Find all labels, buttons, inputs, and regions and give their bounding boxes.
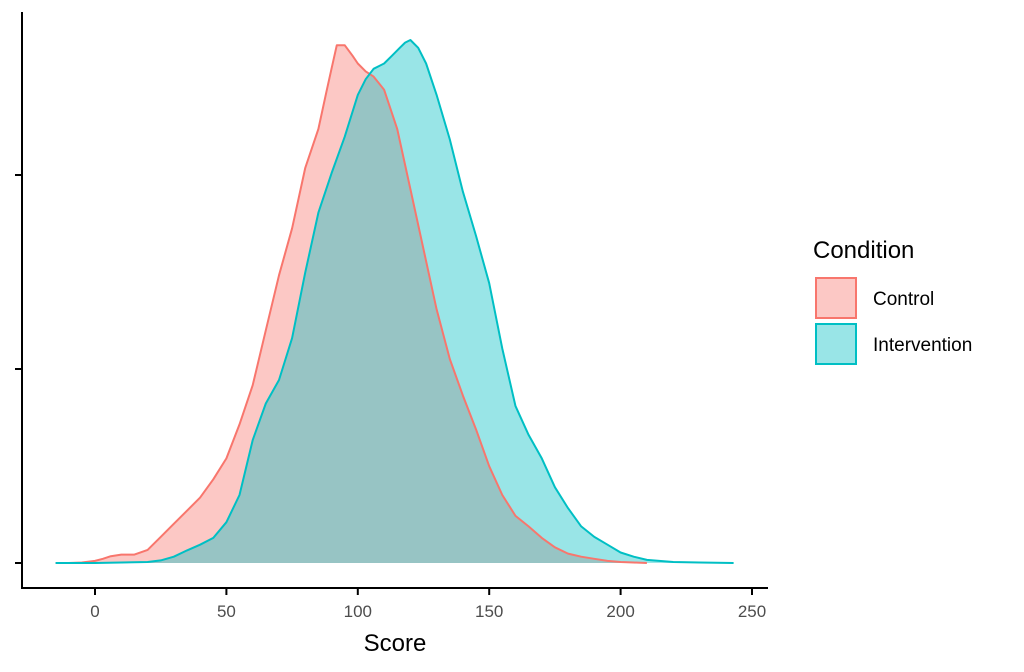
x-axis-ticks: 0 50 100 150 200 250 <box>90 588 766 621</box>
x-axis-title: Score <box>364 630 427 657</box>
density-area-intervention <box>55 40 734 563</box>
legend-key-swatch <box>815 323 857 365</box>
legend-items: Control Intervention <box>815 277 972 365</box>
x-tick-label: 200 <box>606 602 634 621</box>
legend: Condition Control Intervention <box>813 237 972 365</box>
legend-title: Condition <box>813 237 914 264</box>
x-tick-label: 250 <box>738 602 766 621</box>
density-area-control <box>55 45 647 563</box>
y-axis-ticks <box>15 174 22 564</box>
x-tick-label: 50 <box>217 602 236 621</box>
legend-key-swatch <box>815 277 857 319</box>
density-line-intervention <box>55 39 734 564</box>
x-tick-label: 0 <box>90 602 99 621</box>
x-tick-label: 100 <box>344 602 372 621</box>
legend-key-bg <box>815 323 857 365</box>
legend-item-control: Control <box>815 277 934 319</box>
plot-area <box>55 39 734 564</box>
legend-key-bg <box>815 277 857 319</box>
legend-label: Control <box>873 289 934 310</box>
x-tick-label: 150 <box>475 602 503 621</box>
density-line-control <box>55 44 647 564</box>
legend-item-intervention: Intervention <box>815 323 972 365</box>
legend-label: Intervention <box>873 335 972 356</box>
